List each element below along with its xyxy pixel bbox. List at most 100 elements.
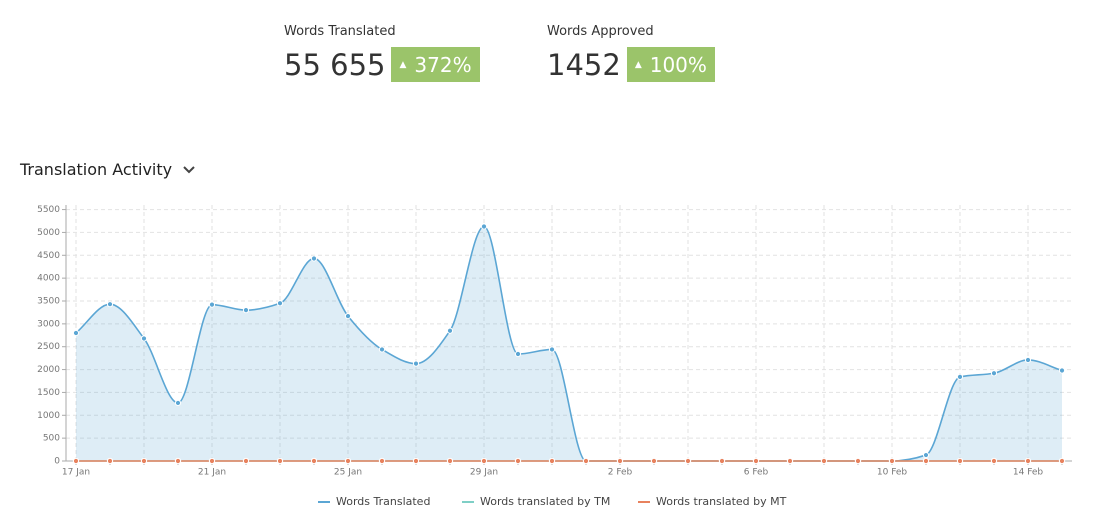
data-point [820, 457, 828, 465]
stat-change: 372% [414, 52, 472, 77]
data-point [854, 457, 862, 465]
y-tick-label: 0 [54, 457, 60, 467]
data-point [1024, 356, 1032, 364]
stat-change: 100% [649, 52, 707, 77]
data-point [480, 457, 488, 465]
data-point [650, 457, 658, 465]
data-point [276, 300, 284, 307]
data-point [922, 457, 930, 465]
y-tick-label: 2000 [37, 365, 60, 375]
x-tick-label: 2 Feb [608, 468, 633, 478]
data-point [922, 457, 930, 465]
y-tick-label: 5500 [37, 205, 60, 215]
data-point [888, 457, 896, 465]
data-point [548, 457, 556, 465]
y-tick-label: 5000 [37, 228, 60, 238]
data-point [140, 457, 148, 465]
data-point [956, 457, 964, 465]
data-point [242, 307, 250, 314]
stat-row: 55 655 ▲ 372% [284, 47, 480, 82]
data-point [786, 457, 794, 465]
data-point [208, 457, 216, 465]
stat-card: Words Translated 55 655 ▲ 372% [284, 24, 480, 82]
y-tick-label: 1500 [37, 388, 60, 398]
data-point [310, 457, 318, 465]
y-tick-label: 500 [43, 434, 60, 444]
data-point [106, 457, 114, 465]
data-point [412, 457, 420, 465]
chevron [183, 165, 195, 173]
data-point [140, 335, 148, 342]
data-point [446, 457, 454, 465]
data-point [956, 457, 964, 465]
data-point [174, 457, 182, 465]
series-line [75, 225, 1063, 462]
data-point [752, 457, 760, 465]
data-point [1058, 457, 1066, 465]
data-point [412, 457, 420, 465]
data-point [378, 457, 386, 465]
data-point [242, 457, 250, 465]
data-point [684, 457, 692, 465]
data-point [378, 346, 386, 353]
data-point [446, 327, 454, 334]
section-header[interactable]: Translation Activity [20, 160, 196, 179]
x-tick-label: 10 Feb [877, 468, 908, 478]
data-point [378, 457, 386, 465]
x-tick-label: 25 Jan [334, 468, 362, 478]
data-point [174, 399, 182, 407]
data-point [276, 457, 284, 465]
data-point [684, 457, 692, 465]
data-point [888, 457, 896, 465]
data-point [956, 373, 964, 380]
data-point [616, 457, 624, 465]
stat-badge: ▲ 372% [391, 47, 480, 82]
data-point [344, 457, 352, 465]
data-point [650, 457, 658, 465]
legend-label: Words translated by MT [656, 495, 787, 508]
data-point [208, 457, 216, 465]
data-point [514, 457, 522, 465]
data-point [344, 457, 352, 465]
stat-row: 1452 ▲ 100% [547, 47, 715, 82]
data-point [684, 457, 692, 465]
data-point [344, 312, 352, 320]
data-point [548, 457, 556, 465]
legend-label: Words translated by TM [480, 495, 610, 508]
data-point [140, 457, 148, 465]
data-point [752, 457, 760, 465]
data-point [1024, 457, 1032, 465]
x-tick-label: 6 Feb [744, 468, 769, 478]
data-point [174, 457, 182, 465]
y-tick-label: 3500 [37, 297, 60, 307]
data-point [72, 457, 80, 465]
data-point [480, 223, 488, 230]
data-point [752, 457, 760, 465]
data-point [616, 457, 624, 465]
data-point [786, 457, 794, 465]
legend-label: Words Translated [336, 495, 430, 508]
data-point [718, 457, 726, 465]
data-point [310, 255, 318, 262]
data-point [820, 457, 828, 465]
data-point [310, 457, 318, 465]
y-tick-label: 4000 [37, 274, 60, 284]
data-point [582, 457, 590, 465]
data-point [650, 457, 658, 465]
data-point [854, 457, 862, 465]
data-point [72, 457, 80, 465]
x-tick-label: 21 Jan [198, 468, 226, 478]
data-point [990, 457, 998, 465]
data-point [718, 457, 726, 465]
data-point [548, 346, 556, 353]
data-point [72, 329, 80, 337]
stat-label: Words Translated [284, 24, 396, 39]
data-point [922, 451, 930, 459]
data-point [786, 457, 794, 465]
y-tick-label: 3000 [37, 319, 60, 329]
x-tick-label: 29 Jan [470, 468, 498, 478]
data-point [1024, 457, 1032, 465]
stat-badge: ▲ 100% [626, 47, 715, 82]
stat-label: Words Approved [547, 24, 654, 39]
